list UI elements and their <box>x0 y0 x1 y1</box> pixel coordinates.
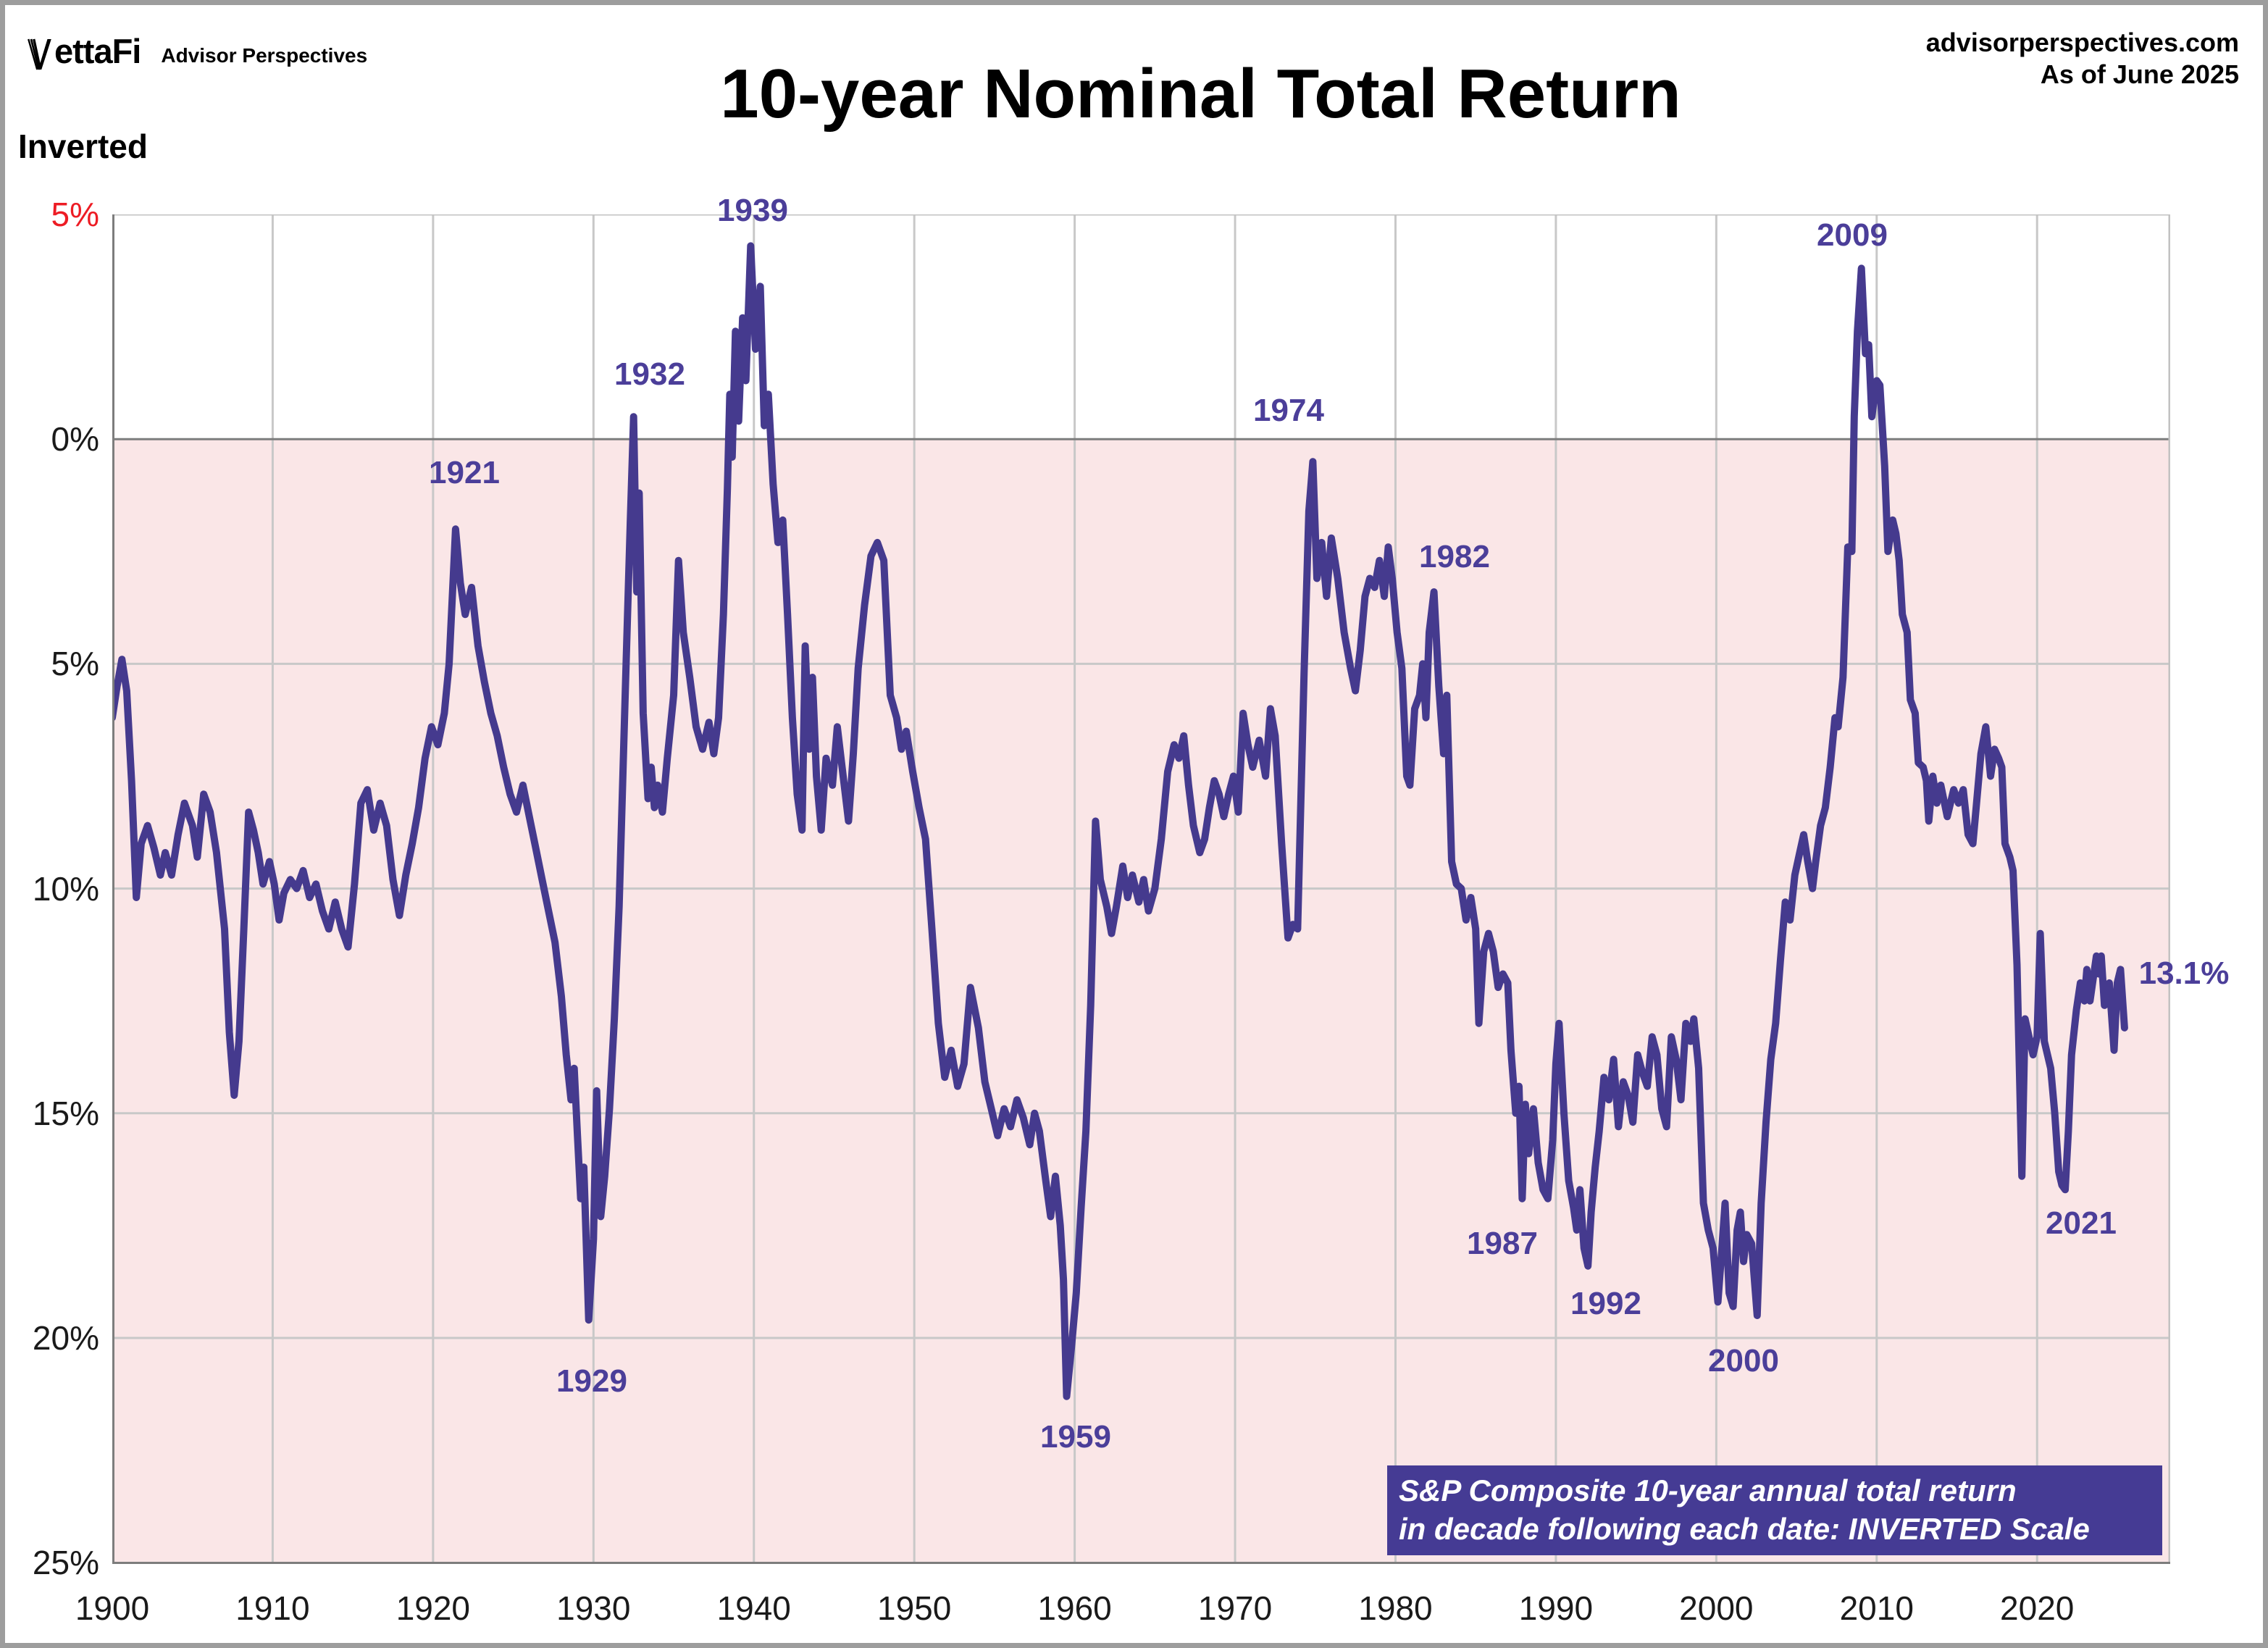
source-block: advisorperspectives.com As of June 2025 <box>1926 27 2239 91</box>
annotation-13-1pct: 13.1% <box>2138 955 2230 991</box>
chart-canvas <box>109 213 2171 1565</box>
caption-line-1: S&P Composite 10-year annual total retur… <box>1399 1473 2017 1507</box>
annotation-2021: 2021 <box>2046 1205 2117 1241</box>
x-tick-2000: 2000 <box>1679 1589 1754 1627</box>
x-tick-1910: 1910 <box>235 1589 310 1627</box>
annotation-1932: 1932 <box>614 356 685 392</box>
annotation-1982: 1982 <box>1419 539 1490 574</box>
x-tick-1930: 1930 <box>556 1589 631 1627</box>
inverted-scale-label: Inverted <box>18 127 148 165</box>
page-title: 10-year Nominal Total Return <box>720 55 1681 133</box>
vettafi-wordmark: ettaFi <box>54 32 141 70</box>
y-tick-20%: 20% <box>32 1319 99 1357</box>
y-tick-0%: 0% <box>51 420 99 459</box>
y-tick-neg-5%: 5% <box>51 196 99 233</box>
y-tick-10%: 10% <box>32 869 99 908</box>
y-tick-15%: 15% <box>32 1094 99 1132</box>
annotation-1929: 1929 <box>556 1363 627 1399</box>
annotation-1992: 1992 <box>1570 1286 1641 1321</box>
plot-area <box>109 213 2171 1565</box>
annotation-1959: 1959 <box>1040 1419 1111 1455</box>
x-tick-1970: 1970 <box>1197 1589 1273 1627</box>
advisor-perspectives-label: Advisor Perspectives <box>161 44 368 67</box>
x-tick-1950: 1950 <box>876 1589 952 1627</box>
vettafi-logo-text: ettaFi <box>27 31 141 71</box>
x-tick-1900: 1900 <box>75 1589 150 1627</box>
x-tick-1940: 1940 <box>716 1589 791 1627</box>
annotation-1921: 1921 <box>429 455 500 490</box>
x-tick-2010: 2010 <box>1839 1589 1914 1627</box>
caption-line-2: in decade following each date: INVERTED … <box>1399 1512 2090 1546</box>
x-tick-1920: 1920 <box>396 1589 471 1627</box>
x-tick-1960: 1960 <box>1037 1589 1112 1627</box>
annotation-1987: 1987 <box>1467 1226 1538 1261</box>
annotation-2009: 2009 <box>1817 217 1888 253</box>
as-of-date: As of June 2025 <box>2040 59 2239 89</box>
annotation-1939: 1939 <box>717 193 788 228</box>
vettafi-v-icon <box>28 38 51 70</box>
y-tick-25%: 25% <box>32 1544 99 1582</box>
vettafi-logo: ettaFi Advisor Perspectives <box>27 31 367 71</box>
x-tick-1980: 1980 <box>1358 1589 1433 1627</box>
return-series-line <box>109 242 2128 1400</box>
caption-box: S&P Composite 10-year annual total retur… <box>1387 1465 2162 1555</box>
annotation-1974: 1974 <box>1253 393 1324 428</box>
x-tick-1990: 1990 <box>1518 1589 1594 1627</box>
x-tick-2020: 2020 <box>2000 1589 2075 1627</box>
positive-return-region <box>112 439 2170 1565</box>
annotation-2000: 2000 <box>1708 1343 1779 1379</box>
site-url: advisorperspectives.com <box>1925 28 2239 57</box>
y-tick-5%: 5% <box>51 645 99 683</box>
